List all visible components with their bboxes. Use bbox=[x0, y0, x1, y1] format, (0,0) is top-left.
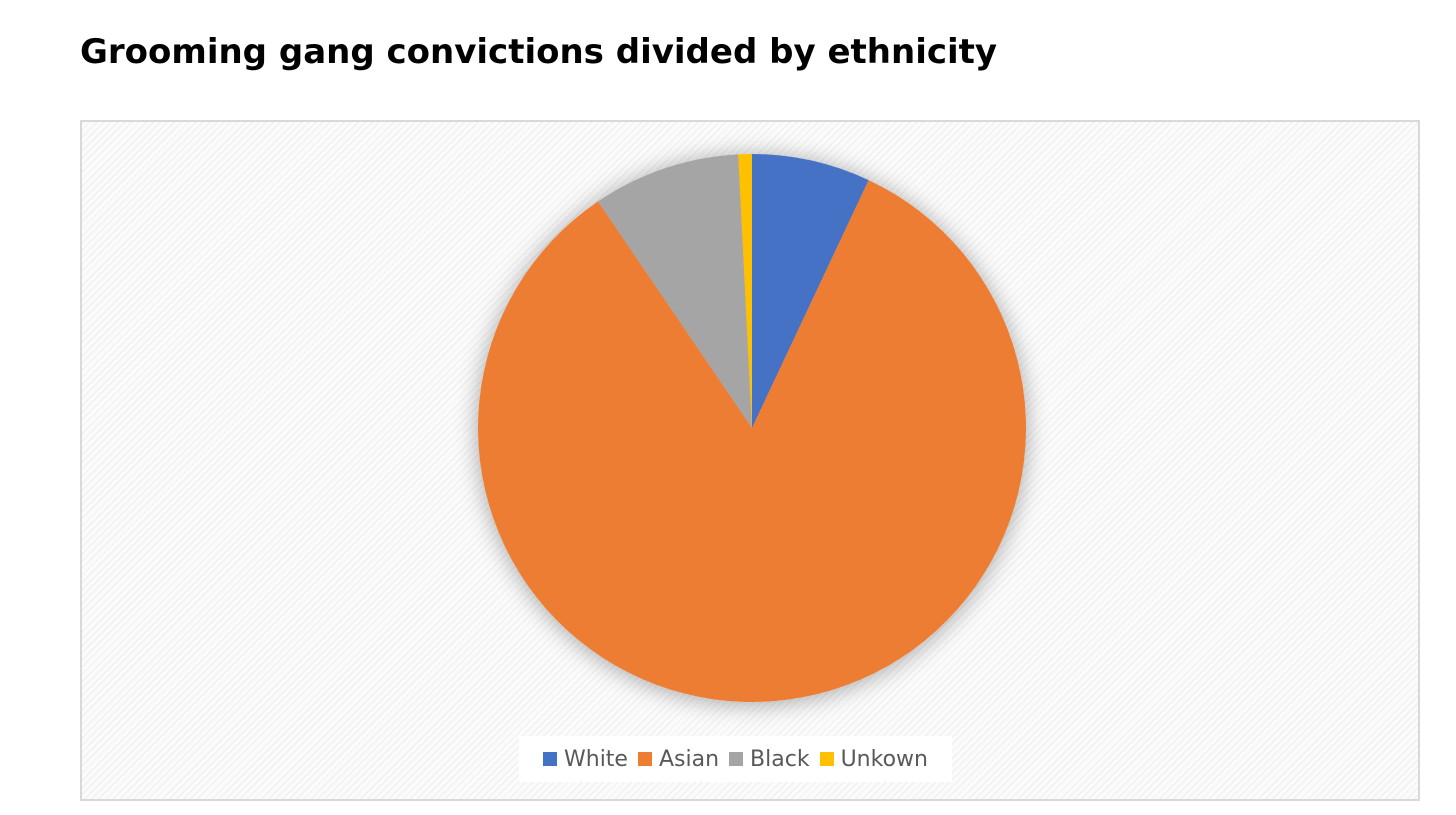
legend-label-white: White bbox=[564, 746, 628, 772]
legend-swatch-unknown bbox=[819, 752, 834, 766]
pie-chart bbox=[477, 154, 1026, 703]
pie-slice-black[interactable] bbox=[597, 154, 752, 428]
legend-label-unknown: Unkown bbox=[840, 746, 928, 772]
legend-label-asian: Asian bbox=[658, 746, 720, 772]
pie-slice-unkown[interactable] bbox=[738, 154, 752, 428]
legend-item-black[interactable]: Black bbox=[729, 747, 810, 772]
legend-swatch-white bbox=[543, 752, 557, 766]
pie-slices bbox=[477, 154, 1026, 703]
legend-item-white[interactable]: White bbox=[543, 747, 628, 772]
pie-slice-asian[interactable] bbox=[477, 180, 1026, 703]
pie-slice-white[interactable] bbox=[752, 154, 869, 428]
legend-item-asian[interactable]: Asian bbox=[637, 746, 720, 772]
legend-swatch-asian bbox=[637, 752, 652, 766]
chart-legend: White Asian Black Unkown bbox=[519, 736, 952, 782]
legend-item-unknown[interactable]: Unkown bbox=[819, 746, 928, 772]
slide-title: Grooming gang convictions divided by eth… bbox=[80, 32, 998, 72]
chart-area[interactable]: White Asian Black Unkown bbox=[80, 120, 1420, 801]
legend-label-black: Black bbox=[750, 746, 810, 772]
legend-swatch-black bbox=[729, 752, 744, 766]
